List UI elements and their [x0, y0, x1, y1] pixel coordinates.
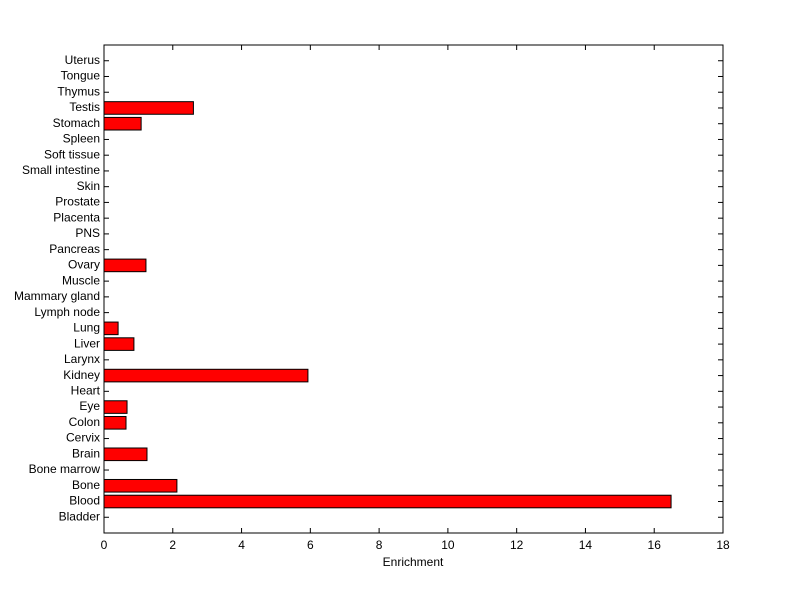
y-tick-label: Heart — [71, 383, 101, 397]
y-tick-label: Tongue — [61, 69, 101, 83]
y-tick-label: Muscle — [62, 273, 100, 287]
y-tick-label: Blood — [69, 494, 100, 508]
x-tick-label: 14 — [579, 538, 593, 552]
bar — [103, 321, 119, 336]
y-tick-label: Mammary gland — [14, 289, 100, 303]
y-tick-label: Cervix — [66, 431, 100, 445]
y-tick-label: Skin — [77, 179, 100, 193]
bar — [103, 101, 194, 115]
y-tick-label: Liver — [74, 336, 100, 350]
y-tick-label: Eye — [79, 399, 100, 413]
plot-box — [103, 44, 724, 534]
y-tick-label: Stomach — [53, 116, 100, 130]
y-tick-label: Kidney — [63, 368, 100, 382]
x-tick-label: 4 — [238, 538, 245, 552]
y-tick-label: Brain — [72, 446, 100, 460]
y-tick-label: Testis — [69, 100, 100, 114]
y-tick-label: Lung — [73, 321, 100, 335]
bar — [103, 447, 148, 462]
y-tick-label: Placenta — [53, 210, 100, 224]
x-tick-label: 10 — [441, 538, 455, 552]
x-tick-label: 2 — [169, 538, 176, 552]
x-tick-label: 18 — [716, 538, 730, 552]
bar — [103, 478, 178, 493]
y-tick-label: Colon — [69, 415, 100, 429]
y-tick-label: PNS — [75, 226, 100, 240]
y-tick-label: Small intestine — [22, 163, 100, 177]
bar — [103, 368, 309, 383]
y-tick-label: Lymph node — [34, 305, 100, 319]
x-axis-label: Enrichment — [383, 555, 444, 569]
y-tick-label: Prostate — [55, 195, 100, 209]
y-tick-label: Uterus — [65, 53, 100, 67]
bar — [103, 494, 672, 509]
y-tick-label: Pancreas — [49, 242, 100, 256]
y-tick-label: Spleen — [63, 132, 100, 146]
bar — [103, 258, 147, 273]
bar — [103, 337, 135, 351]
x-tick-label: 0 — [101, 538, 108, 552]
bar — [103, 116, 142, 131]
y-tick-label: Larynx — [64, 352, 100, 366]
x-tick-label: 6 — [307, 538, 314, 552]
y-tick-label: Ovary — [68, 258, 100, 272]
y-tick-label: Soft tissue — [44, 147, 100, 161]
x-tick-label: 8 — [376, 538, 383, 552]
y-tick-label: Thymus — [57, 84, 100, 98]
y-tick-label: Bladder — [59, 509, 100, 523]
bar — [103, 400, 128, 414]
x-tick-label: 16 — [648, 538, 662, 552]
bar — [103, 416, 127, 430]
x-tick-label: 12 — [510, 538, 524, 552]
y-tick-label: Bone — [72, 478, 100, 492]
y-tick-label: Bone marrow — [29, 462, 101, 476]
